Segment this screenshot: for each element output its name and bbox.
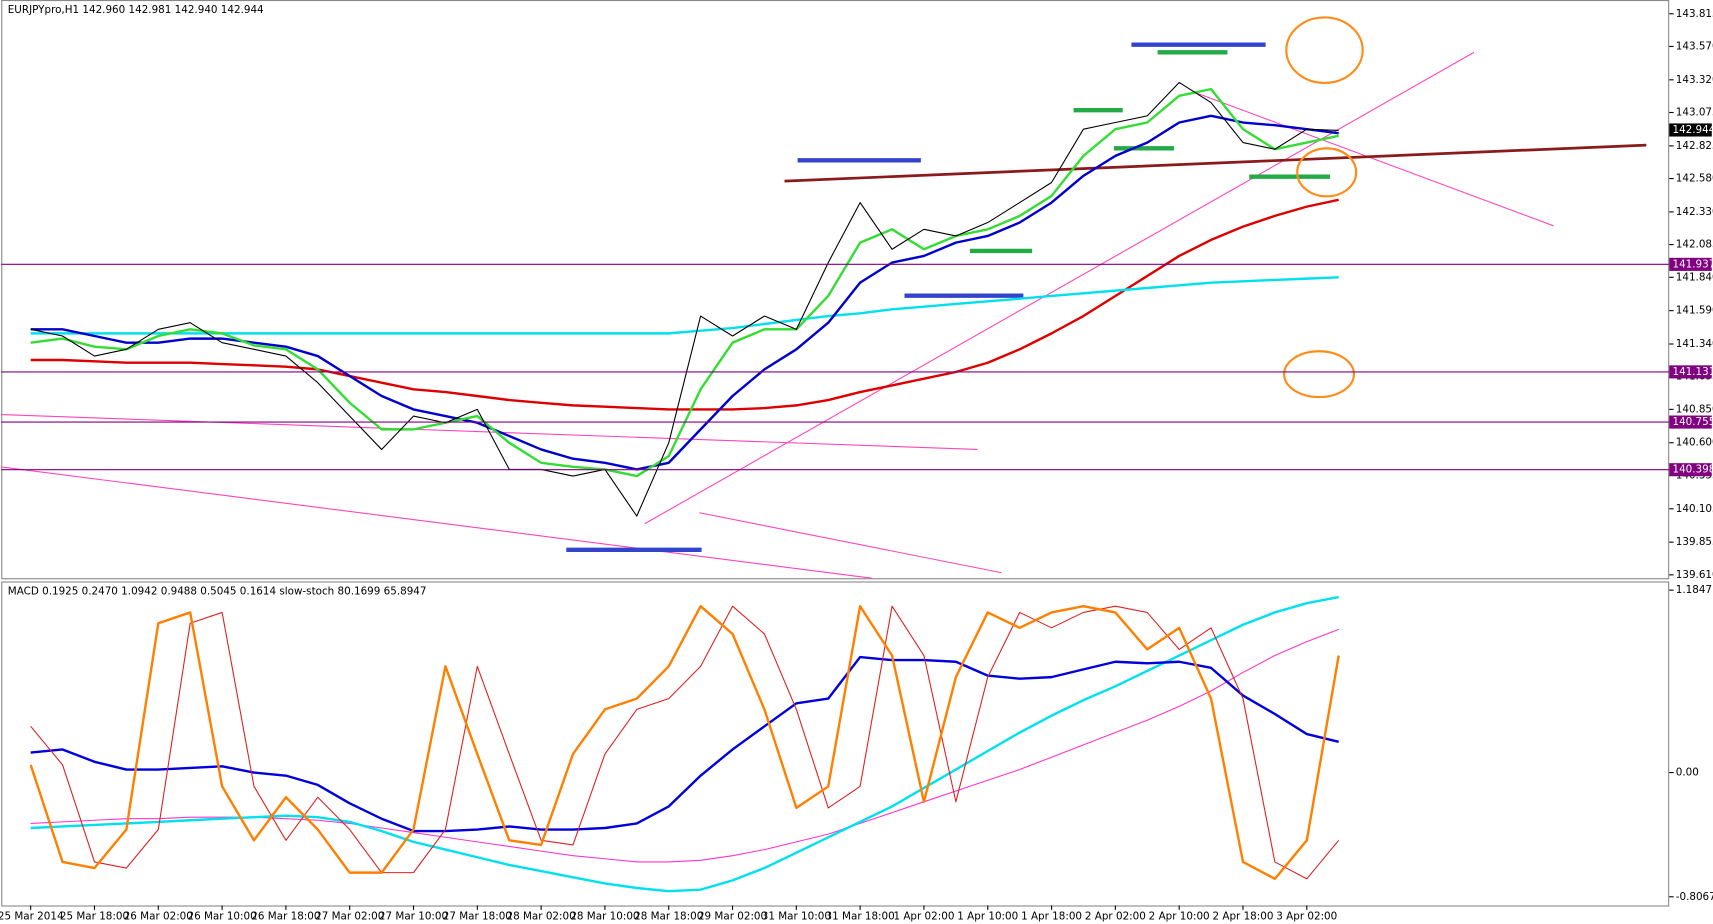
y-tick-label: 142.330 [1676, 206, 1713, 218]
level-tag [1669, 257, 1712, 271]
x-tick-label: 26 Mar 02:00 [124, 910, 193, 922]
level-label: 141.937 [1673, 258, 1713, 270]
y-tick-label: 140.850 [1676, 403, 1713, 415]
y-tick-label: 139.855 [1676, 536, 1713, 548]
x-tick-label: 3 Apr 02:00 [1276, 910, 1337, 922]
x-tick-label: 1 Apr 18:00 [1021, 910, 1082, 922]
y-tick-label: 142.085 [1676, 239, 1713, 251]
series-line [30, 595, 1339, 893]
series-line [30, 276, 1339, 335]
level-tag [1669, 365, 1712, 379]
x-tick-label: 27 Mar 18:00 [443, 910, 512, 922]
y-tick-label: 0.00 [1676, 767, 1699, 779]
x-tick-label: 27 Mar 02:00 [315, 910, 384, 922]
highlight-circle [1285, 16, 1364, 84]
chart-title: EURJPYpro,H1 142.960 142.981 142.940 142… [8, 4, 264, 16]
level-label: 140.398 [1673, 464, 1713, 476]
trend-line [1195, 92, 1554, 227]
trend-line [699, 512, 1002, 574]
trend-line [644, 51, 1475, 525]
x-tick-label: 2 Apr 18:00 [1212, 910, 1273, 922]
trend-line [784, 143, 1647, 183]
x-tick-label: 25 Mar 18:00 [60, 910, 129, 922]
highlight-circle [1283, 350, 1356, 399]
y-tick-label: 141.340 [1676, 338, 1713, 350]
x-tick-label: 28 Mar 02:00 [507, 910, 576, 922]
y-tick-label: 143.075 [1676, 107, 1713, 119]
y-tick-label: -0.8067 [1676, 891, 1713, 903]
x-tick-label: 26 Mar 10:00 [188, 910, 257, 922]
level-label: 141.131 [1673, 366, 1713, 378]
y-tick-label: 1.1847 [1676, 584, 1712, 596]
y-tick-label: 142.825 [1676, 140, 1713, 152]
y-tick-label: 141.590 [1676, 305, 1713, 317]
x-tick-label: 2 Apr 02:00 [1085, 910, 1146, 922]
x-tick-label: 1 Apr 10:00 [957, 910, 1018, 922]
price-panel [1, 0, 1670, 580]
series-line [29, 605, 1340, 881]
y-tick-label: 143.320 [1676, 74, 1713, 86]
level-label: 140.755 [1673, 416, 1713, 428]
y-tick-label: 143.570 [1676, 40, 1713, 52]
y-tick-label: 140.105 [1676, 503, 1713, 515]
highlight-circle [1296, 147, 1358, 198]
y-tick-label: 139.610 [1676, 569, 1713, 581]
level-tag [1669, 415, 1712, 429]
x-tick-label: 31 Mar 10:00 [762, 910, 831, 922]
y-tick-label: 142.580 [1676, 173, 1713, 185]
series-line [30, 198, 1339, 411]
indicator-title: MACD 0.1925 0.2470 1.0942 0.9488 0.5045 … [8, 585, 427, 597]
x-tick-label: 28 Mar 18:00 [634, 910, 703, 922]
last-price-label: 142.944 [1673, 124, 1713, 136]
x-tick-label: 31 Mar 18:00 [826, 910, 895, 922]
level-tag [1669, 463, 1712, 477]
series-line [30, 655, 1339, 833]
x-tick-label: 26 Mar 18:00 [251, 910, 320, 922]
x-tick-label: 27 Mar 10:00 [379, 910, 448, 922]
annotations [1, 16, 1647, 579]
series-line [30, 605, 1340, 880]
x-tick-label: 25 Mar 2014 [0, 910, 64, 922]
trend-line [1, 466, 872, 579]
y-tick-label: 141.840 [1676, 271, 1713, 283]
series-line [30, 87, 1339, 478]
x-tick-label: 1 Apr 02:00 [893, 910, 954, 922]
series-line [30, 81, 1339, 517]
x-tick-label: 29 Mar 02:00 [698, 910, 767, 922]
x-tick-label: 28 Mar 10:00 [570, 910, 639, 922]
x-tick-label: 2 Apr 10:00 [1149, 910, 1210, 922]
last-price-tag [1669, 123, 1712, 137]
series-line [30, 114, 1339, 471]
y-tick-label: 143.815 [1676, 8, 1713, 20]
y-tick-label: 140.600 [1676, 437, 1713, 449]
